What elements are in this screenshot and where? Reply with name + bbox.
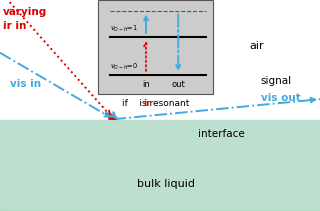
Text: vis in: vis in [10, 79, 41, 89]
Bar [0, 132, 320, 209]
Bar [0, 137, 320, 209]
Text: in: in [142, 80, 150, 89]
Bar [0, 181, 320, 210]
Bar [0, 192, 320, 210]
Bar [0, 167, 320, 209]
Bar [0, 185, 320, 210]
Text: ir in: ir in [3, 21, 27, 31]
Text: vis out: vis out [261, 93, 300, 103]
Bar [0, 142, 320, 209]
Bar [0, 182, 320, 210]
Bar [0, 172, 320, 209]
Bar [0, 126, 320, 209]
Bar [0, 198, 320, 210]
Bar [0, 164, 320, 209]
Bar [0, 150, 320, 209]
Bar [0, 173, 320, 209]
Text: air: air [250, 41, 264, 51]
Text: signal: signal [261, 76, 292, 86]
Bar [0, 208, 320, 210]
Bar [0, 189, 320, 210]
Bar [0, 134, 320, 209]
Bar [0, 202, 320, 210]
Bar [0, 180, 320, 210]
Bar [0, 151, 320, 209]
Bar [0, 148, 320, 209]
Bar [0, 162, 320, 209]
Bar [0, 171, 320, 209]
Bar [98, 0, 213, 94]
Bar [0, 188, 320, 210]
Text: interface: interface [198, 129, 245, 139]
Bar [0, 209, 320, 210]
Bar [0, 183, 320, 210]
Bar [0, 194, 320, 210]
Bar [0, 165, 320, 209]
Bar [0, 205, 320, 210]
Bar [0, 190, 320, 210]
Bar [0, 146, 320, 209]
Bar [0, 149, 320, 209]
Bar [0, 179, 320, 210]
Bar [0, 204, 320, 210]
Bar [0, 175, 320, 209]
Bar [0, 169, 320, 209]
Text: out: out [172, 80, 185, 89]
Bar [0, 156, 320, 209]
Bar [0, 193, 320, 210]
Text: bulk liquid: bulk liquid [137, 179, 196, 189]
Bar [0, 201, 320, 210]
Bar [0, 177, 320, 210]
Text: if    is resonant: if is resonant [122, 99, 189, 108]
Bar [0, 186, 320, 210]
Bar [0, 154, 320, 209]
Bar [0, 200, 320, 210]
Bar [0, 159, 320, 209]
Bar [0, 131, 320, 209]
Bar [0, 145, 320, 209]
Bar [0, 178, 320, 210]
Bar [0, 122, 320, 209]
Bar [0, 195, 320, 210]
Bar [0, 174, 320, 209]
Text: ir: ir [143, 99, 151, 108]
Bar [0, 170, 320, 209]
Bar [0, 140, 320, 209]
Bar [0, 127, 320, 209]
Text: varying: varying [3, 7, 47, 17]
Bar [0, 155, 320, 209]
Bar [0, 133, 320, 209]
Bar [0, 143, 320, 209]
Bar [0, 163, 320, 209]
Bar [0, 141, 320, 209]
Bar [0, 203, 320, 210]
Bar [0, 161, 320, 209]
Bar [0, 123, 320, 209]
Bar [0, 125, 320, 209]
Bar [0, 158, 320, 209]
Bar [0, 138, 320, 209]
Bar [0, 210, 320, 211]
Bar [0, 197, 320, 210]
Bar [0, 130, 320, 209]
Bar [0, 147, 320, 209]
Bar [0, 187, 320, 210]
Bar [0, 139, 320, 209]
Bar [0, 153, 320, 209]
Text: $\nu_{O-H}$=0: $\nu_{O-H}$=0 [110, 62, 139, 72]
Bar [0, 120, 320, 209]
Text: $\nu_{O-H}$=1: $\nu_{O-H}$=1 [110, 24, 138, 34]
Bar [0, 135, 320, 209]
Bar [0, 157, 320, 209]
Bar [0, 206, 320, 210]
Bar [0, 196, 320, 210]
Bar [0, 124, 320, 209]
Bar [0, 166, 320, 209]
Bar [0, 128, 320, 209]
